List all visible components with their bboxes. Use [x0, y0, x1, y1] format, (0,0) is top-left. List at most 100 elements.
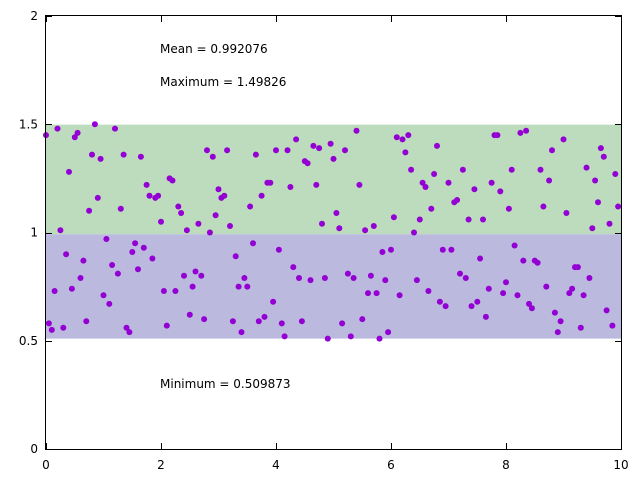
point-108 — [353, 127, 360, 134]
point-8 — [66, 168, 72, 175]
point-57 — [206, 229, 213, 236]
point-106 — [347, 333, 354, 340]
point-160 — [503, 279, 509, 286]
point-155 — [488, 179, 495, 186]
point-95 — [316, 145, 323, 152]
point-24 — [112, 125, 118, 132]
point-135 — [431, 171, 438, 177]
point-60 — [215, 186, 222, 193]
point-47 — [178, 210, 185, 216]
point-31 — [132, 240, 139, 247]
point-186 — [577, 324, 584, 331]
point-173 — [540, 203, 547, 210]
point-134 — [428, 205, 435, 212]
point-4 — [54, 125, 61, 132]
point-64 — [227, 223, 233, 229]
point-94 — [313, 181, 320, 188]
point-63 — [224, 147, 231, 154]
point-179 — [557, 318, 564, 325]
point-114 — [370, 223, 377, 229]
point-189 — [586, 275, 593, 281]
point-36 — [146, 192, 153, 199]
point-80 — [273, 147, 279, 154]
point-171 — [534, 259, 541, 266]
point-116 — [376, 335, 383, 342]
point-127 — [408, 166, 415, 173]
point-42 — [163, 322, 170, 329]
minimum-annotation: Minimum = 0.509873 — [160, 377, 291, 391]
point-183 — [569, 285, 576, 292]
point-69 — [241, 275, 248, 281]
point-182 — [566, 290, 573, 297]
point-92 — [307, 277, 314, 284]
point-140 — [445, 179, 452, 186]
point-71 — [247, 203, 254, 210]
point-54 — [198, 272, 205, 279]
point-199 — [615, 203, 622, 210]
point-21 — [103, 236, 110, 242]
point-161 — [505, 205, 512, 212]
point-101 — [333, 210, 340, 216]
point-187 — [580, 292, 587, 299]
point-93 — [310, 142, 317, 149]
point-86 — [290, 264, 297, 271]
point-19 — [97, 155, 104, 162]
point-153 — [482, 313, 489, 320]
point-118 — [382, 277, 389, 284]
point-190 — [589, 225, 596, 232]
point-5 — [57, 227, 64, 234]
point-29 — [126, 329, 133, 336]
point-48 — [181, 272, 187, 279]
data-points — [43, 121, 622, 342]
point-144 — [457, 270, 463, 277]
point-28 — [123, 324, 130, 331]
point-147 — [465, 216, 472, 223]
band-1 — [46, 234, 621, 339]
point-18 — [94, 194, 101, 201]
point-125 — [402, 149, 409, 156]
maximum-annotation: Maximum = 1.49826 — [160, 75, 286, 89]
point-62 — [221, 192, 228, 199]
point-17 — [91, 121, 98, 128]
y-tick-label-0: 0 — [30, 442, 38, 456]
mean-annotation: Mean = 0.992076 — [160, 42, 268, 56]
point-172 — [537, 166, 544, 173]
point-196 — [606, 220, 613, 227]
point-102 — [336, 225, 343, 232]
point-25 — [114, 270, 121, 277]
point-6 — [60, 324, 67, 331]
point-178 — [554, 329, 561, 336]
point-20 — [100, 292, 107, 299]
point-52 — [192, 268, 199, 275]
point-111 — [362, 227, 369, 234]
point-65 — [229, 318, 236, 325]
point-76 — [261, 313, 268, 320]
point-2 — [48, 326, 55, 333]
point-37 — [149, 255, 156, 262]
point-27 — [120, 151, 127, 158]
point-13 — [80, 257, 87, 264]
point-151 — [477, 255, 484, 262]
point-91 — [304, 160, 311, 167]
point-188 — [583, 164, 590, 171]
point-162 — [508, 166, 515, 173]
point-41 — [160, 288, 167, 294]
y-tick-label-1: 0.5 — [19, 334, 38, 348]
point-109 — [356, 181, 363, 188]
point-72 — [250, 240, 256, 247]
point-96 — [319, 220, 325, 227]
point-85 — [287, 184, 294, 190]
point-158 — [497, 188, 504, 195]
point-12 — [77, 275, 84, 281]
point-113 — [367, 272, 374, 279]
point-105 — [344, 270, 351, 277]
point-44 — [169, 177, 176, 184]
point-195 — [603, 307, 610, 314]
point-152 — [480, 216, 486, 223]
point-194 — [600, 153, 607, 160]
point-83 — [281, 333, 288, 340]
y-tick-labels: 0 0.5 1 1.5 2 — [19, 9, 38, 456]
point-51 — [189, 283, 196, 290]
point-117 — [379, 249, 386, 255]
point-49 — [183, 227, 190, 234]
